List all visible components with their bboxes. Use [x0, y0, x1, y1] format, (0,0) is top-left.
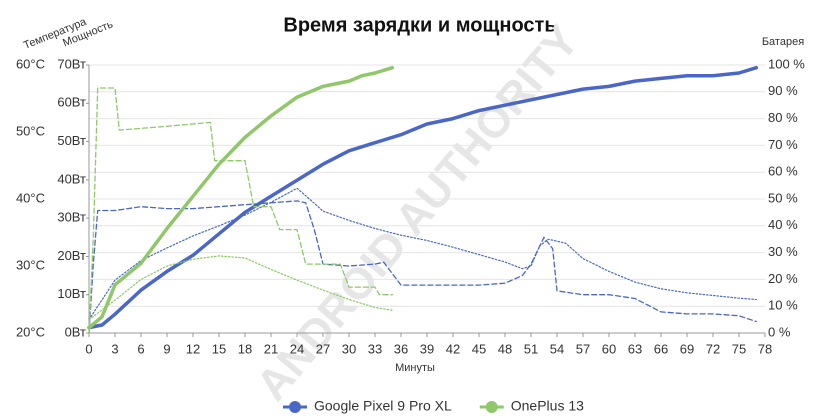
power-tick-label: 0Вт — [65, 324, 86, 339]
temperature-tick-label: 50°C — [16, 123, 45, 138]
x-tick-label: 45 — [472, 341, 486, 356]
battery-line — [87, 65, 395, 330]
power-tick-label: 50Вт — [57, 133, 86, 148]
legend-marker — [289, 401, 301, 413]
x-tick-label: 39 — [420, 341, 434, 356]
y2-tick-label: 40 % — [768, 217, 798, 232]
power-tick-label: 70Вт — [57, 56, 86, 71]
x-tick-label: 12 — [186, 341, 200, 356]
chart-title: Время зарядки и мощность — [283, 14, 556, 36]
y2-tick-label: 10 % — [768, 298, 798, 313]
x-tick-label: 57 — [576, 341, 590, 356]
x-tick-label: 54 — [550, 341, 564, 356]
power-tick-label: 40Вт — [57, 171, 86, 186]
x-tick-label: 63 — [628, 341, 642, 356]
y2-tick-label: 100 % — [768, 56, 805, 71]
x-tick-label: 60 — [602, 341, 616, 356]
x-tick-label: 3 — [111, 341, 118, 356]
y2-tick-label: 30 % — [768, 244, 798, 259]
power-tick-label: 20Вт — [57, 248, 86, 263]
legend-label: OnePlus 13 — [511, 398, 584, 414]
x-tick-label: 21 — [264, 341, 278, 356]
temperature-tick-label: 30°C — [16, 257, 45, 272]
legend-marker — [485, 401, 498, 413]
legend-label: Google Pixel 9 Pro XL — [314, 398, 452, 414]
temperature-tick-label: 60°C — [16, 56, 45, 71]
x-tick-label: 15 — [212, 341, 226, 356]
x-tick-label: 36 — [394, 341, 408, 356]
x-tick-label: 6 — [137, 341, 144, 356]
x-tick-label: 69 — [680, 341, 694, 356]
x-tick-label: 27 — [316, 341, 330, 356]
y2-tick-label: 50 % — [768, 190, 798, 205]
x-tick-label: 24 — [290, 341, 304, 356]
x-tick-label: 51 — [524, 341, 538, 356]
power-tick-label: 10Вт — [57, 286, 86, 301]
power-line — [88, 87, 393, 334]
x-tick-label: 72 — [706, 341, 720, 356]
y2-tick-label: 0 % — [768, 324, 791, 339]
battery-axis-title: Батарея — [762, 36, 804, 48]
x-tick-label: 75 — [732, 341, 746, 356]
temperature-tick-label: 40°C — [16, 190, 45, 205]
x-tick-label: 0 — [85, 341, 92, 356]
x-tick-label: 9 — [163, 341, 170, 356]
x-tick-label: 42 — [446, 341, 460, 356]
x-axis-title: Минуты — [395, 362, 435, 374]
y2-tick-label: 90 % — [768, 83, 798, 98]
x-tick-label: 18 — [238, 341, 252, 356]
temperature-line — [88, 187, 757, 321]
y2-tick-label: 80 % — [768, 110, 798, 125]
temperature-tick-label: 20°C — [16, 324, 45, 339]
power-tick-label: 30Вт — [57, 210, 86, 225]
x-tick-label: 66 — [654, 341, 668, 356]
x-tick-label: 48 — [498, 341, 512, 356]
x-tick-label: 30 — [342, 341, 356, 356]
power-tick-label: 60Вт — [57, 95, 86, 110]
x-tick-label: 78 — [758, 341, 772, 356]
y2-tick-label: 70 % — [768, 137, 798, 152]
battery-line — [87, 65, 759, 330]
y2-tick-label: 20 % — [768, 271, 798, 286]
y2-tick-label: 60 % — [768, 164, 798, 179]
x-tick-label: 33 — [368, 341, 382, 356]
